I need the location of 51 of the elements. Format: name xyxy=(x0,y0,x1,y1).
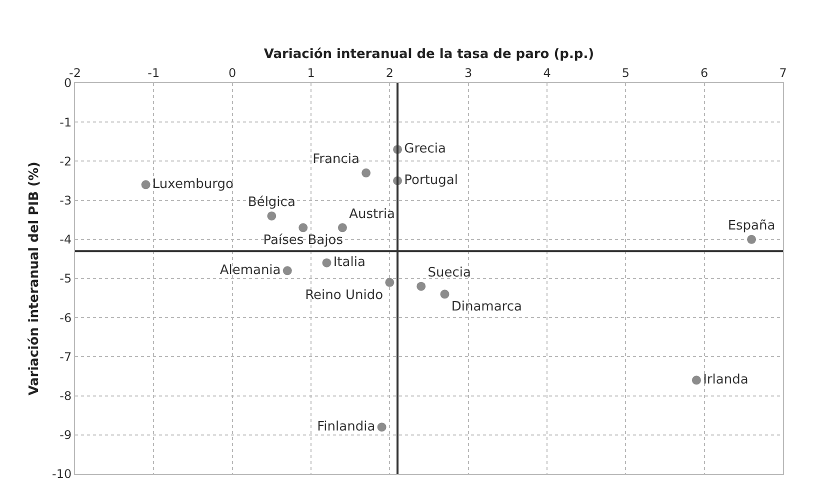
point xyxy=(338,223,347,232)
y-tick-label: -3 xyxy=(60,194,72,208)
point xyxy=(440,290,450,299)
point xyxy=(747,234,756,244)
x-tick-label: 0 xyxy=(228,66,236,80)
x-tick-label: 1 xyxy=(307,66,315,80)
y-tick-label: -10 xyxy=(52,467,72,482)
data-label: Francia xyxy=(312,152,360,168)
y-tick-label: -2 xyxy=(60,154,72,168)
x-tick-label: 4 xyxy=(543,66,551,80)
point xyxy=(282,266,292,276)
y-tick-label: -5 xyxy=(60,272,72,286)
x-axis-title: Variación interanual de la tasa de paro (p.p.) xyxy=(264,47,594,62)
point xyxy=(377,422,386,432)
x-tick-label: 7 xyxy=(779,66,787,80)
data-label: Italia xyxy=(333,255,366,270)
y-tick-label: -8 xyxy=(60,389,72,403)
data-label: Irlanda xyxy=(703,372,748,388)
y-tick-label: -9 xyxy=(60,428,72,442)
point xyxy=(322,258,332,268)
x-tick-label: 5 xyxy=(622,66,630,80)
y-tick-label: -6 xyxy=(60,310,72,325)
x-tick-label: 6 xyxy=(700,66,708,80)
data-label: Países Bajos xyxy=(263,233,344,248)
data-label: Grecia xyxy=(404,142,446,157)
y-tick-label: -4 xyxy=(60,232,72,247)
data-label: Austria xyxy=(349,206,396,222)
y-axis-title: Variación interanual del PIB (%) xyxy=(26,162,42,396)
point xyxy=(692,376,701,385)
data-label: Suecia xyxy=(428,265,471,280)
data-label: Dinamarca xyxy=(451,300,522,315)
data-label: Finlandia xyxy=(317,419,376,434)
data-label: Reino Unido xyxy=(305,288,384,303)
point xyxy=(267,211,276,220)
point xyxy=(362,168,371,178)
point xyxy=(385,278,394,287)
data-label: Portugal xyxy=(404,173,458,188)
point xyxy=(141,180,150,190)
data-label: Luxemburgo xyxy=(152,176,234,192)
x-tick-label: 3 xyxy=(464,66,472,80)
point xyxy=(416,282,426,291)
y-tick-label: -1 xyxy=(60,115,72,130)
data-label: Bélgica xyxy=(248,195,296,210)
point xyxy=(298,223,308,232)
y-tick-label: -7 xyxy=(60,350,72,364)
data-label: Alemania xyxy=(220,262,281,278)
data-label: España xyxy=(728,218,776,234)
x-tick-label: -2 xyxy=(69,66,81,80)
x-tick-label: -1 xyxy=(148,66,160,80)
x-tick-label: 2 xyxy=(386,66,394,80)
y-tick-label: 0 xyxy=(64,76,72,90)
